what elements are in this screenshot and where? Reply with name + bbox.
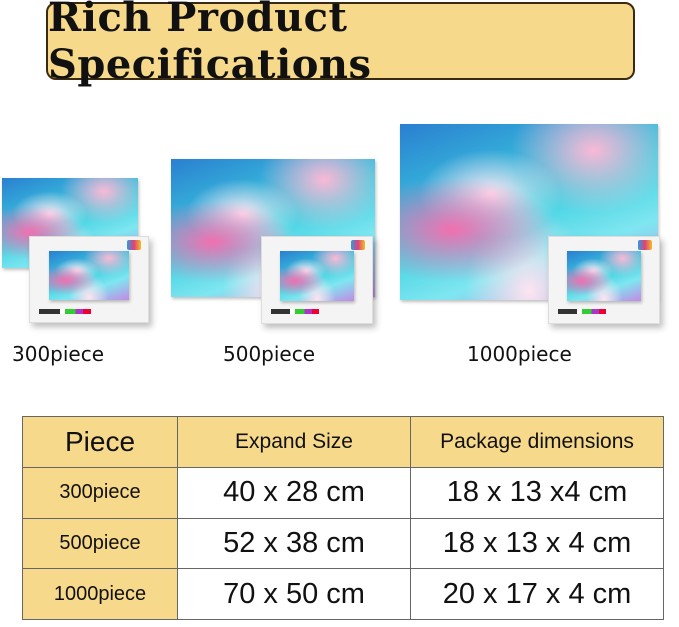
cell-piece: 1000piece [22,568,178,620]
table-row: 300piece 40 x 28 cm 18 x 13 x4 cm [22,467,664,519]
label-500: 500piece [223,342,316,366]
table-row: 500piece 52 x 38 cm 18 x 13 x 4 cm [22,517,664,570]
cell-expand-size: 40 x 28 cm [177,467,411,519]
cell-piece: 500piece [22,517,178,570]
cell-piece: 300piece [22,467,178,519]
spec-table: Piece Expand Size Package dimensions 300… [22,416,664,620]
cell-expand-size: 70 x 50 cm [177,568,411,620]
label-1000: 1000piece [467,342,572,366]
cell-package: 18 x 13 x4 cm [410,467,664,519]
title-banner: Rich Product Specifications [46,0,635,88]
cell-package: 18 x 13 x 4 cm [410,517,664,570]
title: Rich Product Specifications [48,0,372,88]
table-row: 1000piece 70 x 50 cm 20 x 17 x 4 cm [22,568,664,620]
cell-expand-size: 52 x 38 cm [177,517,411,570]
label-300: 300piece [12,342,105,366]
puzzle-box-500 [261,236,373,324]
puzzle-box-1000 [548,236,660,324]
header-expand-size: Expand Size [177,416,411,468]
header-piece: Piece [22,416,178,468]
puzzle-box-300 [29,236,149,323]
table-header: Piece Expand Size Package dimensions [22,416,664,468]
cell-package: 20 x 17 x 4 cm [410,568,664,620]
header-package-dimensions: Package dimensions [410,416,664,468]
